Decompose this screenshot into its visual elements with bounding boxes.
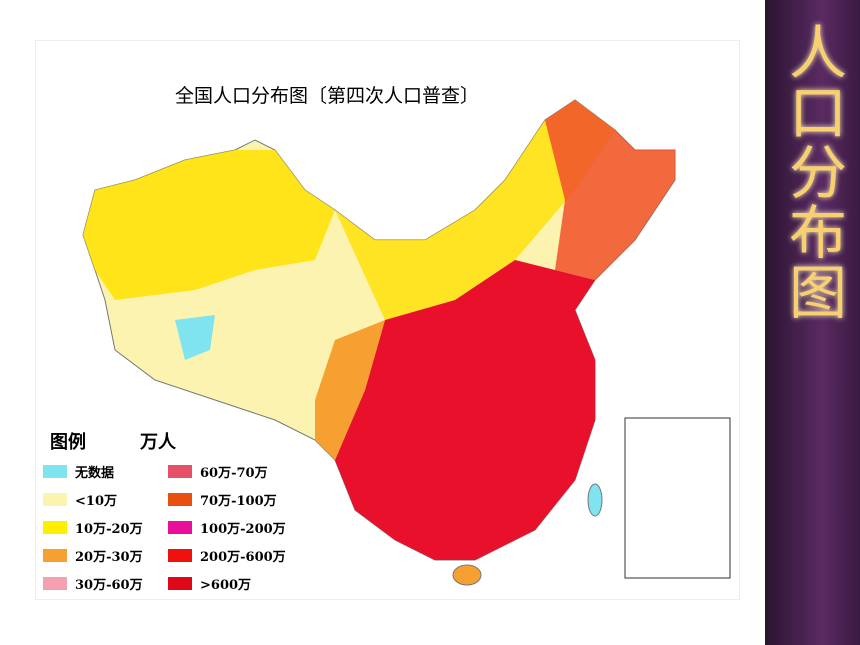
legend: 图例 万人 无数据 <10万 10万-20万 20万-30万 30万-60万 60万-70… xyxy=(43,431,286,593)
legend-swatch xyxy=(168,465,192,478)
legend-swatch xyxy=(43,465,67,478)
legend-label: 无数据 xyxy=(74,465,114,481)
hainan xyxy=(452,564,482,586)
inset-map xyxy=(624,417,731,579)
legend-swatch xyxy=(168,493,192,506)
slide-title: 人口分布图 xyxy=(779,22,847,322)
legend-unit: 万人 xyxy=(139,432,177,453)
map: 全国人口分布图〔第四次人口普查〕 图例 万人 无数据 <10万 10万-20万 20万… xyxy=(35,40,740,600)
legend-swatch xyxy=(43,549,67,562)
legend-swatch xyxy=(168,521,192,534)
legend-label: 10万-20万 xyxy=(75,522,143,537)
side-panel: 人口分布图 xyxy=(765,0,860,645)
legend-label: 30万-60万 xyxy=(75,578,143,593)
legend-swatch xyxy=(43,493,67,506)
taiwan xyxy=(587,483,603,517)
legend-label: 200万-600万 xyxy=(200,550,286,565)
region-northwest xyxy=(83,150,335,300)
legend-label: >600万 xyxy=(200,578,251,593)
legend-swatch xyxy=(43,521,67,534)
legend-label: 70万-100万 xyxy=(200,494,277,509)
legend-label: 20万-30万 xyxy=(75,550,143,565)
legend-swatch xyxy=(168,577,192,590)
region-northeast xyxy=(545,100,675,280)
legend-title: 图例 xyxy=(50,431,86,453)
region-north xyxy=(335,100,615,320)
legend-swatch xyxy=(43,577,67,590)
legend-swatch xyxy=(168,549,192,562)
map-title: 全国人口分布图〔第四次人口普查〕 xyxy=(175,85,479,107)
legend-label: <10万 xyxy=(75,494,117,509)
region-southwest xyxy=(315,320,385,460)
legend-label: 60万-70万 xyxy=(200,466,268,481)
region-east xyxy=(335,260,595,560)
legend-label: 100万-200万 xyxy=(200,522,286,537)
no-data-area xyxy=(175,315,215,360)
